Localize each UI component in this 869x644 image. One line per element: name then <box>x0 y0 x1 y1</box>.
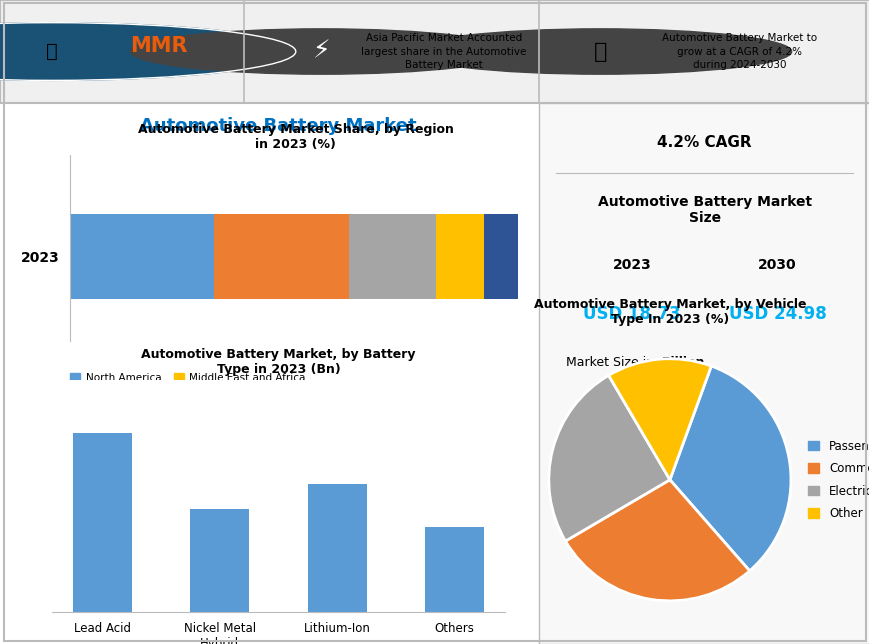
Legend: Passenger, Commercial, Electric, Other: Passenger, Commercial, Electric, Other <box>802 435 869 525</box>
Bar <box>483 214 517 299</box>
Bar <box>435 214 483 299</box>
Text: Market Size in: Market Size in <box>566 356 658 369</box>
FancyBboxPatch shape <box>0 0 869 103</box>
Text: Automotive Battery Market
Size: Automotive Battery Market Size <box>597 195 811 225</box>
Text: 🔥: 🔥 <box>593 41 607 62</box>
Text: Billion: Billion <box>661 356 704 369</box>
Text: USD 24.98: USD 24.98 <box>727 305 826 323</box>
Circle shape <box>0 23 295 80</box>
Title: Automotive Battery Market Share, by Region
in 2023 (%): Automotive Battery Market Share, by Regi… <box>137 122 454 151</box>
Text: 2030: 2030 <box>757 258 796 272</box>
Bar <box>73 433 131 612</box>
Bar <box>308 484 366 612</box>
FancyBboxPatch shape <box>539 103 869 644</box>
Text: 2023: 2023 <box>612 258 651 272</box>
Text: Asia Pacific Market Accounted
largest share in the Automotive
Battery Market: Asia Pacific Market Accounted largest sh… <box>361 33 526 70</box>
Text: Automotive Battery Market: Automotive Battery Market <box>140 117 416 135</box>
Text: Automotive Battery Market to
grow at a CAGR of 4.2%
during 2024-2030: Automotive Battery Market to grow at a C… <box>661 33 816 70</box>
Text: ⚡: ⚡ <box>313 39 330 64</box>
Bar <box>425 527 483 612</box>
Bar <box>190 509 249 612</box>
Circle shape <box>130 29 513 74</box>
Bar <box>70 214 214 299</box>
Bar <box>214 214 348 299</box>
Wedge shape <box>608 359 711 480</box>
Wedge shape <box>565 480 749 601</box>
Title: Automotive Battery Market, by Battery
Type in 2023 (Bn): Automotive Battery Market, by Battery Ty… <box>141 348 415 376</box>
Wedge shape <box>669 366 790 571</box>
Title: Automotive Battery Market, by Vehicle
Type In 2023 (%): Automotive Battery Market, by Vehicle Ty… <box>533 298 806 326</box>
Legend: North America, Asia-Pacific, Europe, Middle East and Africa, South America: North America, Asia-Pacific, Europe, Mid… <box>66 369 309 418</box>
Wedge shape <box>548 375 669 541</box>
Text: MMR: MMR <box>130 36 188 57</box>
Text: USD 18.73: USD 18.73 <box>582 305 680 323</box>
Text: 🌍: 🌍 <box>46 42 58 61</box>
Text: 4.2% CAGR: 4.2% CAGR <box>657 135 751 151</box>
Circle shape <box>408 29 791 74</box>
Bar <box>348 214 435 299</box>
